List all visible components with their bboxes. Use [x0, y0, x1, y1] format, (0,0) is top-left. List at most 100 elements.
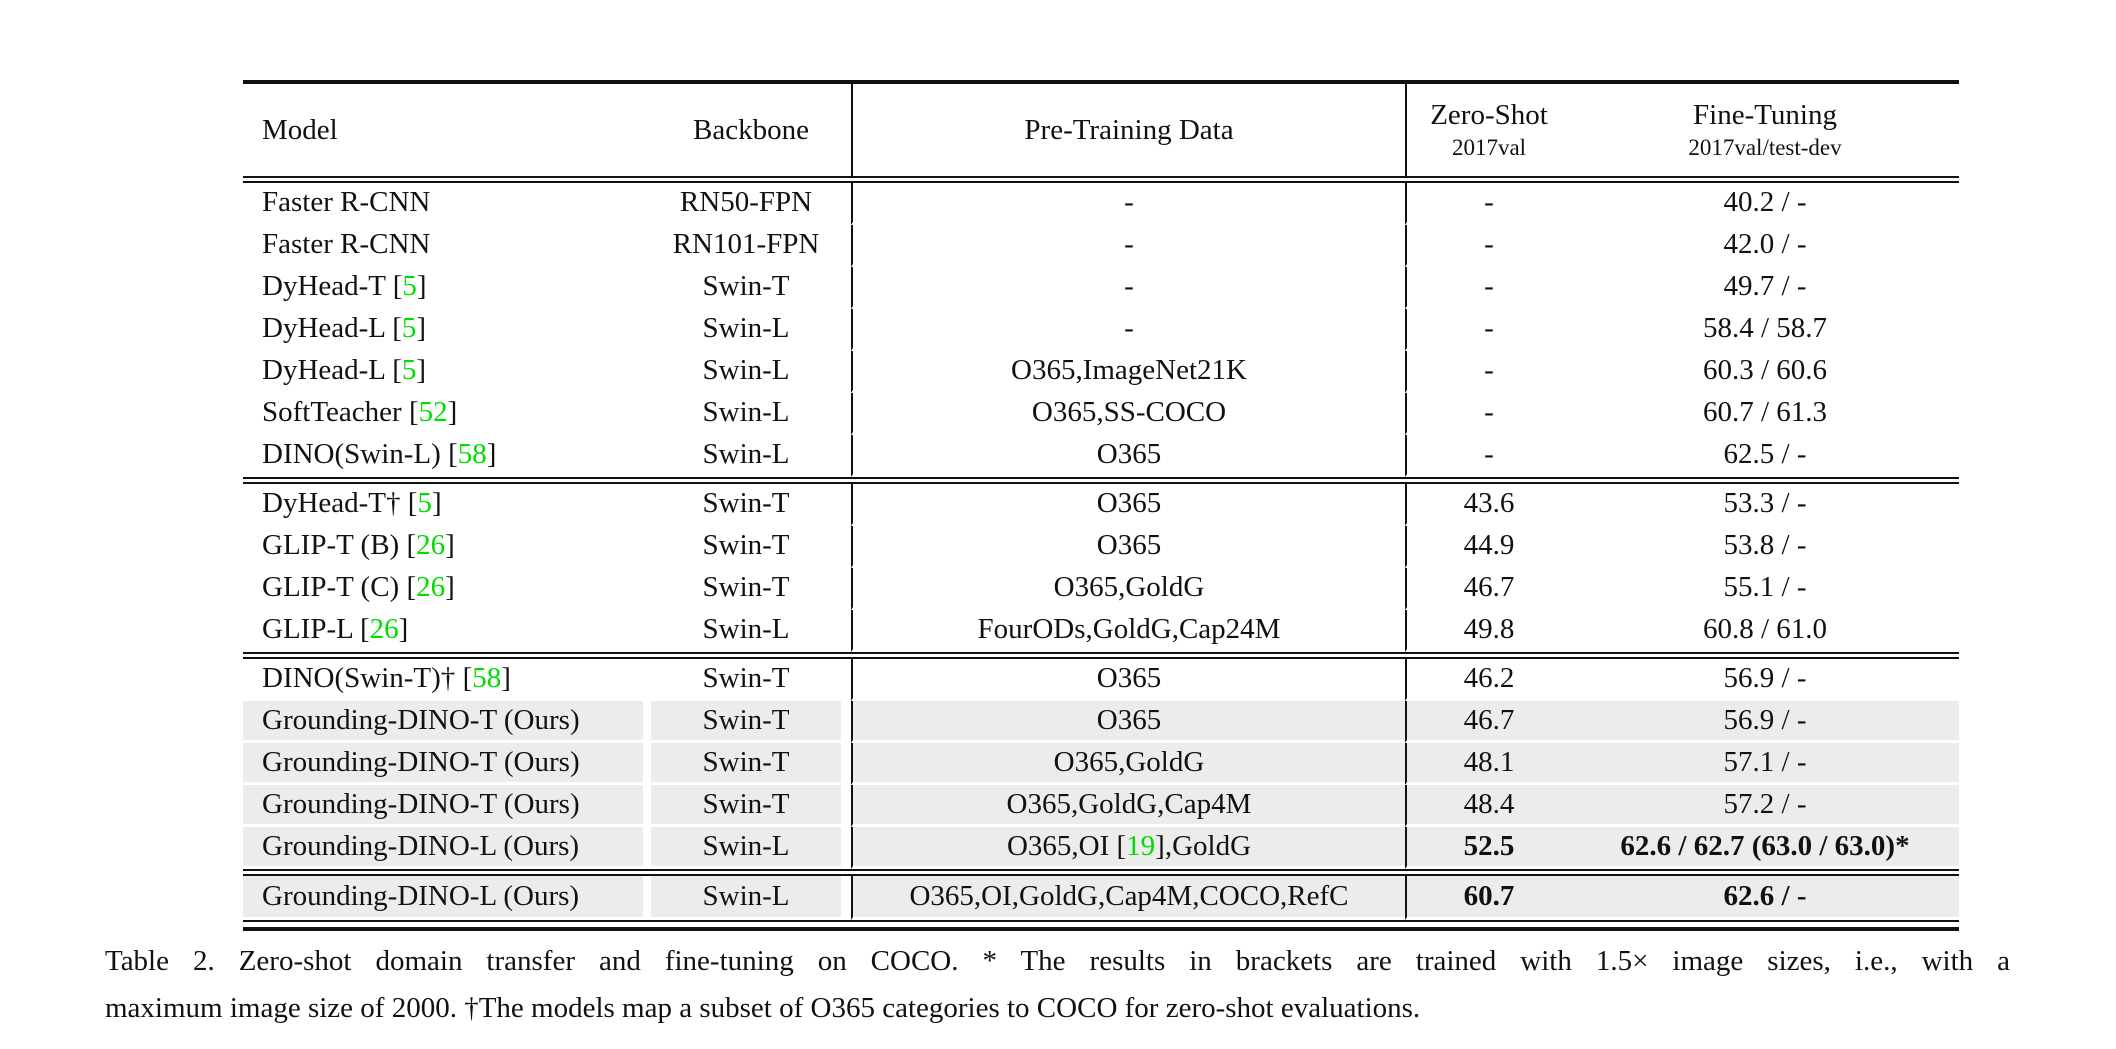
cell-pretrain: O365 [851, 526, 1405, 568]
column-label: Fine-Tuning [1693, 99, 1837, 131]
cell-finetune: 62.6 / - [1571, 876, 1959, 920]
cell-zeroshot: 46.7 [1405, 701, 1571, 743]
cell-zeroshot: 52.5 [1405, 827, 1571, 869]
cell-model: GLIP-T (B) [26] [243, 526, 651, 568]
column-header-fine-tuning: Fine-Tuning 2017val/test-dev [1571, 84, 1959, 176]
cell-pretrain: O365,OI [19],GoldG [851, 827, 1405, 869]
column-header-model: Model [243, 84, 651, 176]
cell-backbone: Swin-L [651, 351, 851, 393]
cell-model: Grounding-DINO-T (Ours) [243, 785, 651, 827]
cell-finetune: 60.3 / 60.6 [1571, 351, 1959, 393]
cell-model: Grounding-DINO-L (Ours) [243, 876, 651, 920]
cell-model: GLIP-T (C) [26] [243, 568, 651, 610]
cell-finetune: 56.9 / - [1571, 659, 1959, 701]
cell-pretrain: O365 [851, 701, 1405, 743]
rule-line [243, 652, 1959, 659]
column-header-backbone: Backbone [651, 84, 851, 176]
table-top-rule [243, 80, 1959, 84]
cell-zeroshot: - [1405, 351, 1571, 393]
table-row: Grounding-DINO-T (Ours) Swin-T O365,GoldG,… [243, 785, 1959, 827]
cell-backbone: Swin-L [651, 435, 851, 477]
table-row: DyHead-T [5] Swin-T - -49.7 / - [243, 267, 1959, 309]
cell-backbone: RN50-FPN [651, 183, 851, 225]
citation-number: 5 [417, 487, 432, 519]
table-2: Model Backbone Pre-Training Data Zero-Sh… [243, 80, 1959, 931]
cell-zeroshot: 49.8 [1405, 610, 1571, 652]
table-row: GLIP-L [26] Swin-L FourODs,GoldG,Cap24M 49.… [243, 610, 1959, 652]
cell-zeroshot: 46.7 [1405, 568, 1571, 610]
cell-backbone: Swin-T [651, 484, 851, 526]
cell-backbone: Swin-L [651, 876, 851, 920]
cell-pretrain: O365,GoldG [851, 743, 1405, 785]
table-caption: Table 2. Zero-shot domain transfer and f… [105, 938, 2010, 1032]
cell-model: Grounding-DINO-T (Ours) [243, 743, 651, 785]
citation-number: 5 [402, 270, 417, 302]
cell-model: SoftTeacher [52] [243, 393, 651, 435]
header-separator-rule [243, 176, 1959, 183]
table-row: DINO(Swin-T)† [58] Swin-T O365 46.2 56.9 / - [243, 659, 1959, 701]
rule-line [243, 920, 1959, 931]
cell-model: DINO(Swin-L) [58] [243, 435, 651, 477]
column-label: Backbone [693, 114, 809, 146]
cell-backbone: Swin-T [651, 701, 851, 743]
cell-pretrain: - [851, 225, 1405, 267]
cell-model: Grounding-DINO-T (Ours) [243, 701, 651, 743]
citation-number: 19 [1126, 830, 1156, 862]
column-label: Model [262, 114, 338, 146]
table-row: DyHead-L [5] Swin-L O365,ImageNet21K -60.3 … [243, 351, 1959, 393]
cell-model: DyHead-L [5] [243, 309, 651, 351]
table-row: Grounding-DINO-L (Ours) Swin-L O365,OI [19… [243, 827, 1959, 869]
cell-backbone: RN101-FPN [651, 225, 851, 267]
cell-finetune: 55.1 / - [1571, 568, 1959, 610]
cell-zeroshot: - [1405, 183, 1571, 225]
cell-pretrain: O365 [851, 484, 1405, 526]
table-header-row: Model Backbone Pre-Training Data Zero-Sh… [243, 84, 1959, 176]
table-row: Grounding-DINO-T (Ours) Swin-T O365 46.7 56.… [243, 701, 1959, 743]
cell-finetune: 53.8 / - [1571, 526, 1959, 568]
cell-finetune: 62.6 / 62.7 (63.0 / 63.0)* [1571, 827, 1959, 869]
citation-number: 52 [418, 396, 448, 428]
citation-number: 26 [416, 529, 446, 561]
cell-finetune: 57.2 / - [1571, 785, 1959, 827]
cell-zeroshot: 43.6 [1405, 484, 1571, 526]
cell-zeroshot: - [1405, 393, 1571, 435]
cell-backbone: Swin-T [651, 785, 851, 827]
cell-model: DyHead-L [5] [243, 351, 651, 393]
cell-model: DINO(Swin-T)† [58] [243, 659, 651, 701]
rule-line [243, 869, 1959, 876]
cell-model: DyHead-T† [5] [243, 484, 651, 526]
cell-finetune: 57.1 / - [1571, 743, 1959, 785]
table-row: Grounding-DINO-T (Ours) Swin-T O365,GoldG 4… [243, 743, 1959, 785]
cell-finetune: 60.8 / 61.0 [1571, 610, 1959, 652]
column-sublabel: 2017val/test-dev [1688, 135, 1842, 160]
citation-number: 26 [416, 571, 446, 603]
cell-model: Grounding-DINO-L (Ours) [243, 827, 651, 869]
cell-zeroshot: 48.4 [1405, 785, 1571, 827]
cell-pretrain: O365,GoldG,Cap4M [851, 785, 1405, 827]
cell-backbone: Swin-T [651, 568, 851, 610]
table-row: SoftTeacher [52] Swin-L O365,SS-COCO -60.7 … [243, 393, 1959, 435]
cell-finetune: 56.9 / - [1571, 701, 1959, 743]
cell-pretrain: - [851, 309, 1405, 351]
section-separator-rule [243, 869, 1959, 876]
cell-pretrain: - [851, 183, 1405, 225]
cell-finetune: 58.4 / 58.7 [1571, 309, 1959, 351]
cell-pretrain: FourODs,GoldG,Cap24M [851, 610, 1405, 652]
cell-finetune: 53.3 / - [1571, 484, 1959, 526]
cell-pretrain: O365,SS-COCO [851, 393, 1405, 435]
cell-zeroshot: - [1405, 225, 1571, 267]
cell-finetune: 42.0 / - [1571, 225, 1959, 267]
citation-number: 26 [369, 613, 399, 645]
caption-line-1: Table 2. Zero-shot domain transfer and f… [105, 945, 2010, 977]
caption-line-2: maximum image size of 2000. †The models … [105, 992, 1421, 1024]
table-bottom-rule [243, 920, 1959, 931]
cell-model: Faster R-CNN [243, 183, 651, 225]
section-separator-rule [243, 652, 1959, 659]
results-table: Model Backbone Pre-Training Data Zero-Sh… [243, 84, 1959, 931]
citation-number: 58 [472, 662, 502, 694]
table-row: DINO(Swin-L) [58] Swin-L O365-62.5 / - [243, 435, 1959, 477]
cell-zeroshot: 44.9 [1405, 526, 1571, 568]
cell-pretrain: O365 [851, 435, 1405, 477]
cell-zeroshot: 46.2 [1405, 659, 1571, 701]
